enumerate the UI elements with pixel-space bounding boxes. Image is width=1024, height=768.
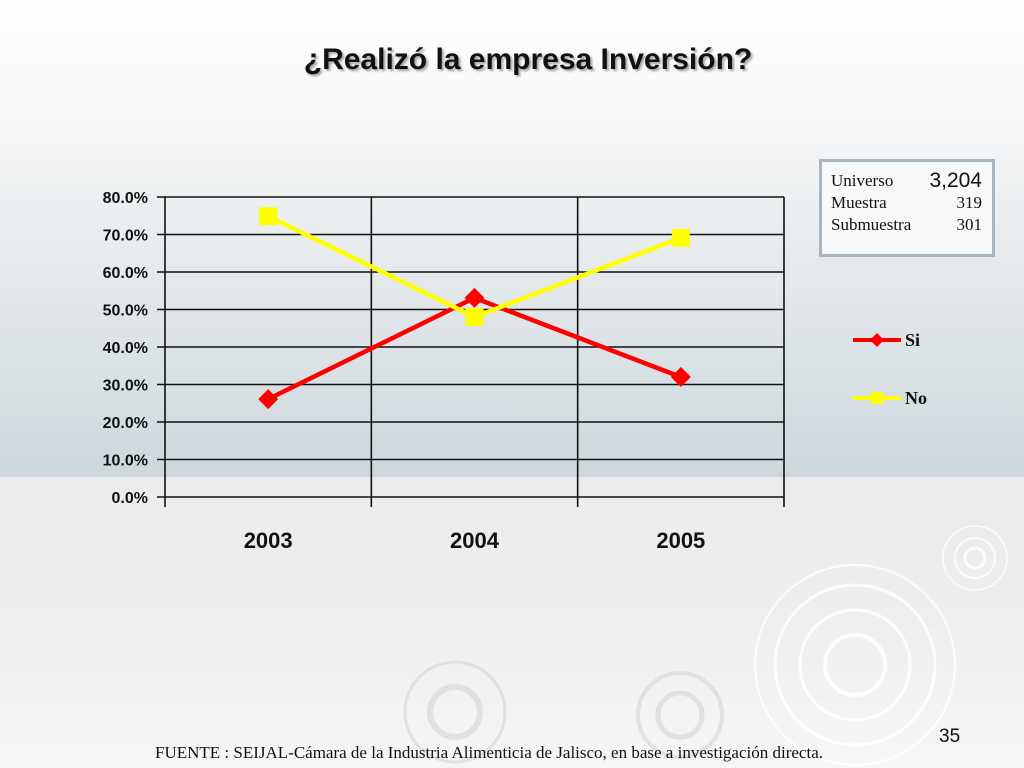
- info-label: Muestra: [831, 193, 887, 212]
- sample-info-box: Universo 3,204 Muestra 319 Submuestra 30…: [819, 159, 995, 257]
- source-note: FUENTE : SEIJAL-Cámara de la Industria A…: [155, 743, 823, 762]
- info-value: 319: [956, 193, 983, 212]
- y-tick-label: 60.0%: [103, 265, 148, 282]
- legend-label: No: [905, 388, 927, 408]
- y-tick-label: 0.0%: [112, 490, 148, 507]
- data-point-si: [258, 389, 279, 410]
- info-label: Universo: [831, 171, 894, 190]
- data-point-no: [259, 207, 278, 226]
- info-value: 3,204: [929, 169, 982, 192]
- info-row-universo: Universo 3,204: [831, 170, 982, 192]
- legend-item-no: No: [853, 386, 963, 410]
- page-number: 35: [939, 726, 961, 747]
- x-tick-label: 2005: [656, 528, 705, 553]
- legend-line-diamond-icon: [853, 333, 901, 347]
- info-label: Submuestra: [831, 215, 912, 234]
- y-tick-label: 40.0%: [103, 340, 148, 357]
- legend-label: Si: [905, 330, 921, 350]
- legend-item-si: Si: [853, 328, 963, 352]
- info-row-submuestra: Submuestra 301: [831, 214, 982, 236]
- data-point-si: [670, 367, 691, 387]
- y-tick-label: 70.0%: [103, 228, 148, 245]
- y-tick-label: 50.0%: [103, 303, 148, 320]
- slide-title: ¿Realizó la empresa Inversión?: [303, 43, 753, 76]
- y-tick-label: 10.0%: [103, 453, 148, 470]
- x-tick-label: 2003: [244, 528, 293, 553]
- x-tick-label: 2004: [450, 528, 500, 553]
- legend-line-square-icon: [853, 392, 901, 404]
- info-row-muestra: Muestra 319: [831, 192, 982, 214]
- y-tick-label: 80.0%: [103, 190, 148, 207]
- data-point-no: [465, 308, 484, 326]
- data-point-no: [671, 228, 690, 247]
- y-tick-label: 20.0%: [103, 415, 148, 432]
- chart-legend: Si No: [853, 328, 963, 418]
- y-tick-label: 30.0%: [103, 378, 148, 395]
- data-point-si: [464, 287, 485, 308]
- info-value: 301: [956, 215, 983, 234]
